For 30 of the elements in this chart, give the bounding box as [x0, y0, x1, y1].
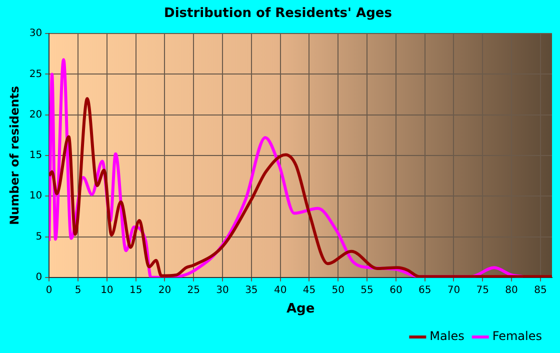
y-tick-label: 10 [29, 190, 42, 202]
y-tick-label: 0 [36, 272, 42, 283]
x-tick-label: 45 [302, 284, 316, 296]
legend-label: Females [492, 329, 542, 344]
y-tick-label: 20 [29, 109, 42, 120]
x-tick-label: 10 [100, 284, 114, 296]
x-tick-label: 25 [187, 284, 200, 296]
y-axis-title: Number of residents [7, 86, 22, 226]
x-tick-label: 40 [274, 284, 287, 296]
x-tick-label: 5 [74, 284, 82, 296]
x-tick-label: 75 [476, 284, 490, 296]
x-tick-label: 20 [158, 284, 172, 296]
chart-title: Distribution of Residents' Ages [164, 6, 392, 22]
x-tick-label: 60 [390, 284, 402, 296]
x-tick-label: 0 [46, 284, 52, 296]
x-tick-label: 70 [447, 284, 460, 296]
x-tick-label: 80 [505, 284, 518, 296]
x-tick-label: 50 [332, 284, 344, 296]
x-tick-label: 30 [216, 284, 229, 296]
y-tick-label: 30 [29, 28, 42, 40]
x-tick-label: 35 [245, 284, 258, 296]
y-tick-label: 15 [29, 150, 42, 162]
x-tick-label: 65 [418, 284, 432, 296]
legend-label: Males [430, 329, 464, 344]
x-tick-label: 55 [360, 284, 374, 296]
x-axis-title: Age [286, 302, 315, 317]
x-tick-label: 85 [534, 284, 547, 296]
y-tick-label: 5 [36, 231, 42, 242]
y-tick-label: 25 [29, 68, 42, 80]
x-tick-label: 15 [129, 284, 142, 296]
